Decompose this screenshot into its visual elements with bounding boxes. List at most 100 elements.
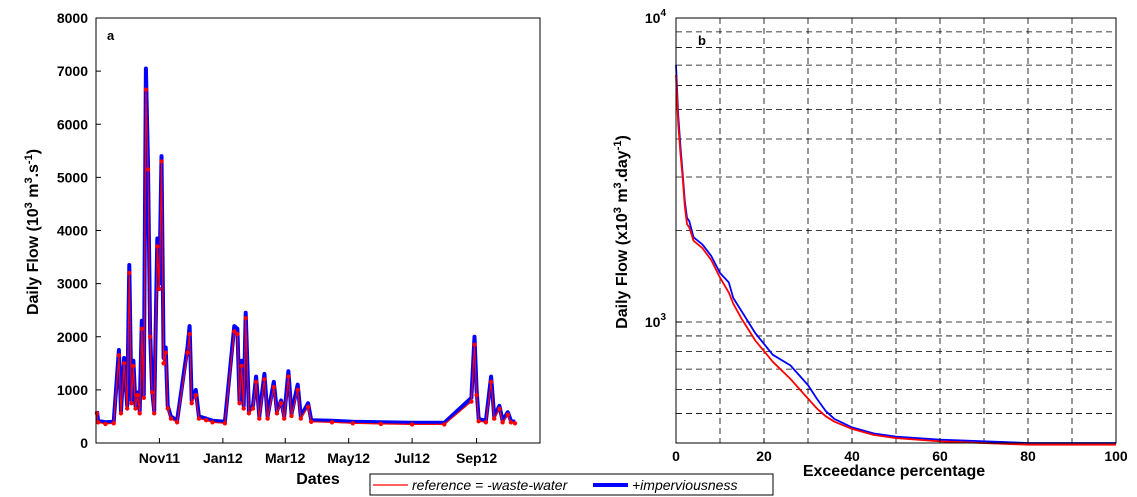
panel-a-data-point [222,421,228,426]
panel-a-data-point [232,329,237,334]
panel-a-data-point [94,411,100,416]
panel-a-data-point [488,379,494,385]
panel-a-y-tick-label: 4000 [57,223,88,239]
panel-a-data-point [329,420,335,425]
panel-a-data-point [143,87,149,92]
panel-b-x-tick-label: 80 [1020,448,1036,464]
legend-box [369,473,774,496]
panel-a-data-point [305,404,311,410]
panel-a-x-tick-label: Jul12 [394,450,430,466]
panel-a-data-point [474,393,479,398]
panel-a-data-point [508,420,514,425]
panel-a-x-tick-label: Jan12 [203,450,243,466]
panel-a-data-point [196,416,202,421]
panel-b-series [675,65,1116,446]
panel-a-data-point [149,390,155,395]
panel-b-grid [676,18,1116,444]
panel-a-data-point [246,411,252,416]
panel-a-data-point [116,353,122,358]
panel-a-data-point [289,413,294,419]
panel-a-x-tick-label: Mar12 [265,450,306,466]
panel-a-data-point [155,244,160,249]
panel-a-data-point [500,420,505,425]
panel-a-data-point [286,374,291,379]
panel-a-data-point [145,167,151,172]
panel-a-data-point [210,420,215,425]
panel-b-series-line [675,74,1116,446]
panel-a-data-point [237,401,242,406]
panel-a-data-point [262,377,267,382]
panel-a-data-point [265,416,270,421]
panel-a-data-point [185,350,190,355]
panel-b-y-tick-label: 104 [645,8,667,26]
panel-a-data-point [309,419,314,424]
panel-a-y-tick-label: 5000 [57,169,88,185]
legend-label-imperviousness: +imperviousness [632,477,737,493]
panel-a-data-point [127,270,132,276]
panel-a-data-point [409,422,415,427]
panel-a-data-point [163,350,168,355]
panel-a-data-point [350,421,355,426]
panel-a-y-tick-label: 8000 [57,10,88,26]
panel-b-x-tick-label: 100 [1104,448,1128,464]
panel-b-axes-frame [675,17,1117,444]
panel-b-x-ticks: 0 20 40 60 80 100 [672,438,1128,464]
panel-a-data-point [298,416,303,421]
panel-a-data-point [282,416,287,421]
panel-b-x-tick-label: 0 [672,448,680,464]
panel-a-data-point [476,419,481,424]
panel-a-y-ticks: 0 1000 2000 3000 4000 5000 6000 7000 8000 [57,10,101,451]
panel-a-data-point [250,406,256,411]
panel-a-y-tick-label: 2000 [57,329,88,345]
panel-a-data-point [129,401,134,406]
panel-b-x-tick-label: 40 [844,448,860,464]
panel-a-data-point [139,326,144,331]
panel-a-data-point [497,406,502,412]
panel-a-data-point [243,316,248,321]
panel-a-data-point [141,395,146,400]
panel-a: 0 1000 2000 3000 4000 5000 6000 7000 8000 Nov11 J… [23,10,541,488]
panel-a-data-point [157,286,162,292]
panel-a-x-axis-label: Dates [296,471,340,488]
panel-a-data-point [174,420,180,425]
panel-b-y-axis-label: Daily Flow (x103 m3.day-1) [612,135,631,329]
panel-a-data-point [253,379,259,385]
panel-a-data-point [193,393,198,398]
panel-a-y-tick-label: 0 [80,435,88,451]
panel-a-data-point [271,385,276,390]
panel-b-x-axis-label: Exceedance percentage [803,463,985,480]
panel-a-series-line [96,89,516,425]
panel-a-data-point [111,421,116,426]
panel-a-data-point [121,361,127,366]
panel-a-y-tick-label: 3000 [57,276,88,292]
panel-a-data-point [95,420,101,425]
panel-a-data-point [278,401,284,406]
panel-a-series [94,66,518,427]
panel-a-y-tick-label: 7000 [57,63,88,79]
panel-a-data-point [295,387,300,393]
legend: reference = -waste-water +imperviousness [369,473,774,496]
panel-b: 103 104 0 20 40 60 80 100 b Exceedance percent… [612,8,1128,480]
panel-a-data-point [235,331,240,337]
panel-b-x-tick-label: 20 [756,448,772,464]
panel-a-data-point [241,406,246,411]
panel-a-data-point [274,411,280,416]
panel-a-data-point [257,416,262,421]
panel-a-y-axis-label: Daily Flow (103 m3.s-1) [23,149,42,315]
panel-a-data-point [131,363,136,369]
panel-b-label: b [698,33,706,48]
panel-a-y-tick-label: 6000 [57,116,88,132]
panel-a-data-point [125,406,130,411]
panel-a-data-point [168,416,174,421]
panel-a-label: a [107,28,115,43]
legend-label-reference: reference = -waste-water [412,477,569,493]
panel-a-data-point [159,159,164,164]
panel-b-y-ticks: 103 104 [645,8,682,330]
panel-a-data-point [204,418,209,423]
panel-a-data-point [472,342,477,347]
panel-b-x-tick-label: 60 [932,448,948,464]
panel-a-x-tick-label: Nov11 [139,450,180,466]
panel-a-data-point [161,361,166,366]
panel-a-data-point [135,393,140,398]
